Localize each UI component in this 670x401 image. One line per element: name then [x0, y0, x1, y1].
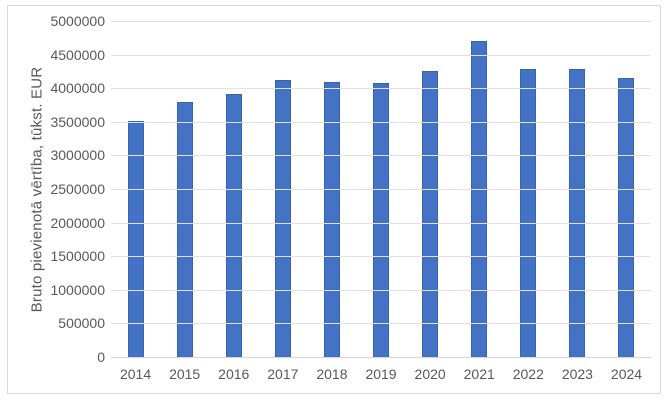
bar-2016: [225, 93, 242, 357]
bar-2015: [176, 102, 193, 357]
x-tick-label-2022: 2022: [512, 366, 544, 382]
y-tick-label-1500000: 1500000: [50, 248, 105, 265]
bar-slot-2015: [160, 21, 209, 357]
y-axis-tick-labels: 5000000 4500000 4000000 3500000 3000000 25000…: [30, 0, 105, 401]
x-tick-label-2021: 2021: [463, 366, 495, 382]
x-tick-label-2020: 2020: [414, 366, 446, 382]
bar-slot-2023: [553, 21, 602, 357]
x-tick-label-2016: 2016: [218, 366, 250, 382]
bar-slot-2021: [455, 21, 504, 357]
gridline: [111, 256, 651, 258]
x-axis-tick-labels: 2014 2015 2016 2017 2018 2019 2020 2021 2022 2023…: [111, 366, 651, 382]
gridline: [111, 323, 651, 325]
x-tick-label-2014: 2014: [119, 366, 152, 382]
x-tick-label-2019: 2019: [365, 366, 397, 382]
gridline: [111, 54, 651, 56]
gridline: [111, 189, 651, 190]
y-tick-label-1000000: 1000000: [50, 281, 105, 298]
y-tick-label-3500000: 3500000: [50, 113, 105, 130]
bar-2024: [618, 78, 635, 357]
y-tick-label-500000: 500000: [58, 315, 105, 332]
y-tick-label-0: 0: [97, 349, 105, 365]
x-tick-label-2024: 2024: [610, 366, 643, 382]
bar-slot-2024: [602, 21, 651, 357]
bar-slot-2022: [504, 21, 553, 357]
plot-area: [111, 21, 651, 358]
x-tick-label-2015: 2015: [169, 366, 201, 382]
x-tick-label-2023: 2023: [561, 366, 593, 382]
bar-2023: [569, 69, 586, 357]
gridline: [111, 88, 651, 90]
y-tick-label-2000000: 2000000: [50, 214, 105, 231]
bar-slot-2019: [356, 21, 405, 357]
y-tick-label-3000000: 3000000: [50, 147, 105, 164]
bar-2021: [471, 40, 488, 357]
bar-slot-2020: [406, 21, 455, 357]
bar-2014: [127, 120, 144, 357]
bar-2017: [274, 80, 291, 357]
x-tick-label-2018: 2018: [316, 366, 348, 382]
y-tick-label-4500000: 4500000: [50, 46, 105, 63]
bar-slot-2017: [258, 21, 307, 357]
bar-2018: [323, 81, 340, 357]
gridline: [111, 155, 651, 157]
gridline: [111, 121, 651, 123]
bar-2022: [520, 68, 537, 357]
x-tick-label-2017: 2017: [267, 366, 299, 382]
bar-2020: [422, 70, 439, 357]
bar-2019: [373, 82, 390, 357]
bar-slot-2016: [209, 21, 258, 357]
gridline: [111, 222, 651, 224]
gridline: [111, 289, 651, 291]
bar-slot-2014: [111, 21, 160, 357]
y-tick-label-5000000: 5000000: [50, 13, 105, 29]
y-tick-label-4000000: 4000000: [50, 80, 105, 97]
y-tick-label-2500000: 2500000: [50, 181, 105, 197]
gridline: [111, 21, 651, 22]
bar-slot-2018: [307, 21, 356, 357]
